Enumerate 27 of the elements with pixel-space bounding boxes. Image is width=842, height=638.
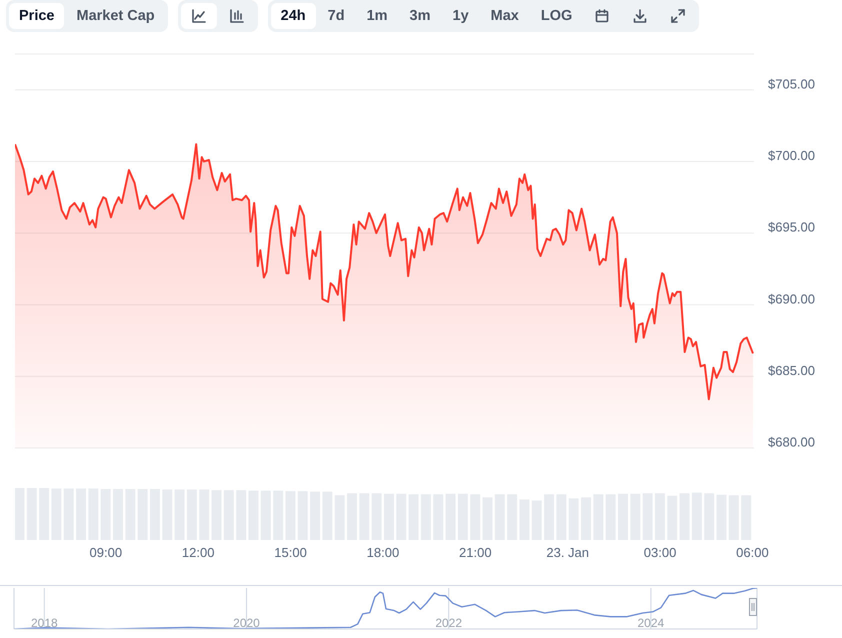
y-tick-label: $685.00 — [768, 362, 815, 378]
text: 1y — [452, 7, 470, 26]
x-tick-label: 2020 — [233, 616, 260, 630]
y-tick-label: $680.00 — [768, 434, 815, 450]
x-tick-label: 06:00 — [736, 545, 769, 560]
x-tick-label: 18:00 — [366, 545, 400, 560]
text: 7d — [326, 7, 346, 26]
y-tick-label: $695.00 — [768, 220, 815, 235]
x-tick-label: 15:00 — [274, 545, 307, 560]
y-tick-label: $690.00 — [768, 291, 815, 306]
x-tick-label: 03:00 — [644, 545, 676, 560]
x-tick-label: 09:00 — [90, 545, 122, 560]
text: 24h — [270, 3, 316, 29]
y-tick-label: $705.00 — [768, 76, 815, 92]
text: Price — [9, 3, 64, 29]
text: 1m — [366, 7, 389, 26]
x-tick-label: 2022 — [435, 616, 462, 630]
text: Max — [490, 7, 520, 26]
y-tick-label: $700.00 — [768, 148, 815, 164]
x-tick-label: 23. Jan — [546, 545, 590, 560]
x-tick-label: 12:00 — [182, 545, 214, 560]
x-tick-label: 21:00 — [459, 545, 492, 560]
text: Market Cap — [75, 7, 156, 26]
x-tick-label: 2018 — [30, 616, 58, 630]
text: LOG — [540, 7, 574, 26]
text: 3m — [408, 7, 432, 26]
x-tick-label: 2024 — [638, 616, 665, 630]
